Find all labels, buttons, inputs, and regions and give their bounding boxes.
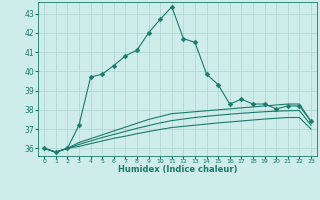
X-axis label: Humidex (Indice chaleur): Humidex (Indice chaleur) [118, 165, 237, 174]
